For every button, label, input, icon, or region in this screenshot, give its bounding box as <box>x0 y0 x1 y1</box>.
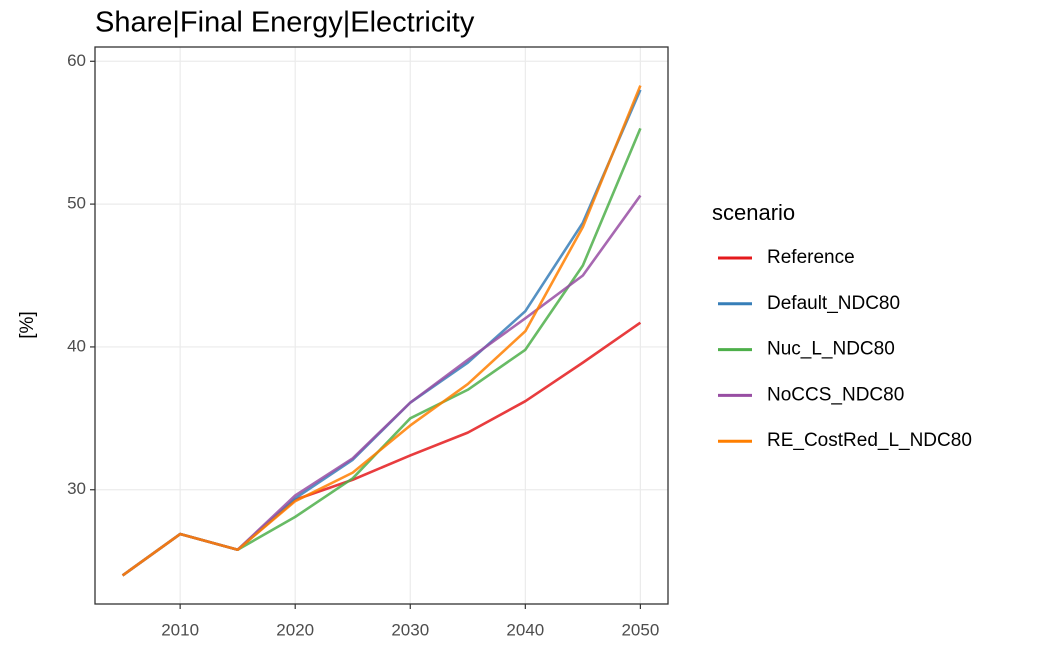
plot-background <box>95 47 668 604</box>
legend-label: Default_NDC80 <box>767 293 900 314</box>
panel-border <box>94 46 669 605</box>
y-tick-label: 40 <box>67 336 86 355</box>
y-tick-label: 50 <box>67 194 86 213</box>
y-axis-label: [%] <box>17 311 38 338</box>
x-tick-label: 2020 <box>276 620 314 639</box>
y-tick-label: 30 <box>67 479 86 498</box>
legend-title: scenario <box>712 200 795 225</box>
legend-label: RE_CostRed_L_NDC80 <box>767 430 972 451</box>
legend-label: NoCCS_NDC80 <box>767 384 904 405</box>
series-line <box>121 85 642 577</box>
legend-label: Reference <box>767 247 855 268</box>
x-tick-label: 2040 <box>506 620 544 639</box>
y-tick-label: 60 <box>67 51 86 70</box>
x-tick-label: 2050 <box>621 620 659 639</box>
x-tick-label: 2010 <box>161 620 199 639</box>
legend-label: Nuc_L_NDC80 <box>767 339 895 360</box>
x-tick-label: 2030 <box>391 620 429 639</box>
chart-title: Share|Final Energy|Electricity <box>95 7 475 39</box>
